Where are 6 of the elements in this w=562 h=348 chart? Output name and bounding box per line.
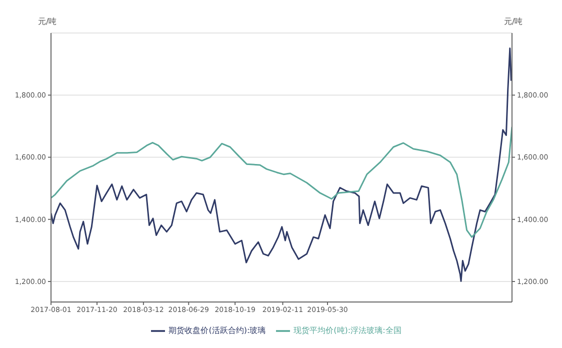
legend-label: 期货收盘价(活跃合约):玻璃	[168, 326, 266, 336]
line-series	[51, 47, 512, 282]
y2-axis-title: 元/吨	[504, 16, 523, 27]
y-axis-title: 元/吨	[38, 16, 57, 27]
legend-label: 现货平均价(吨):浮法玻璃:全国	[294, 326, 402, 336]
line-series	[51, 126, 512, 238]
